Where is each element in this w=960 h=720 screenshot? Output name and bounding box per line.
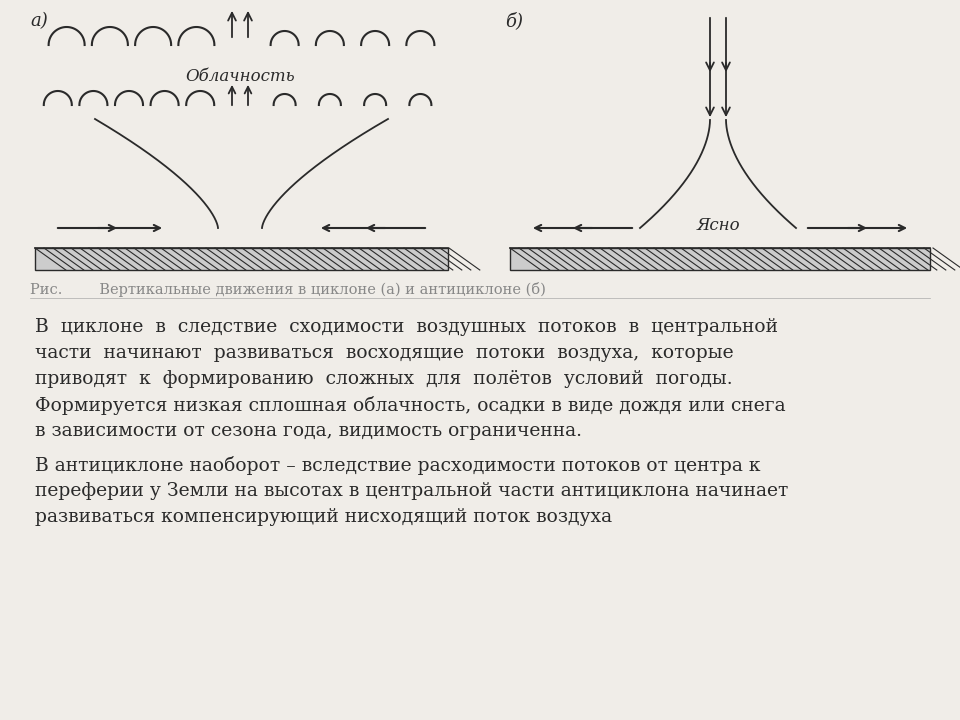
Text: В антициклоне наоборот – вследствие расходимости потоков от центра к: В антициклоне наоборот – вследствие расх…: [35, 456, 760, 475]
Text: В  циклоне  в  следствие  сходимости  воздушных  потоков  в  центральной: В циклоне в следствие сходимости воздушн…: [35, 318, 778, 336]
Text: б): б): [505, 12, 523, 30]
Text: в зависимости от сезона года, видимость ограниченна.: в зависимости от сезона года, видимость …: [35, 422, 582, 440]
Text: Ясно: Ясно: [696, 217, 740, 235]
Text: Рис.        Вертикальные движения в циклоне (а) и антициклоне (б): Рис. Вертикальные движения в циклоне (а)…: [30, 282, 546, 297]
Text: развиваться компенсирующий нисходящий поток воздуха: развиваться компенсирующий нисходящий по…: [35, 508, 612, 526]
Text: переферии у Земли на высотах в центральной части антициклона начинает: переферии у Земли на высотах в центральн…: [35, 482, 788, 500]
Bar: [35, 248, 448, 270]
Text: Облачность: Облачность: [185, 68, 295, 85]
Text: Формируется низкая сплошная облачность, осадки в виде дождя или снега: Формируется низкая сплошная облачность, …: [35, 396, 785, 415]
Text: части  начинают  развиваться  восходящие  потоки  воздуха,  которые: части начинают развиваться восходящие по…: [35, 344, 733, 362]
Text: приводят  к  формированию  сложных  для  полётов  условий  погоды.: приводят к формированию сложных для полё…: [35, 370, 732, 388]
Text: а): а): [30, 12, 48, 30]
Bar: [510, 248, 930, 270]
